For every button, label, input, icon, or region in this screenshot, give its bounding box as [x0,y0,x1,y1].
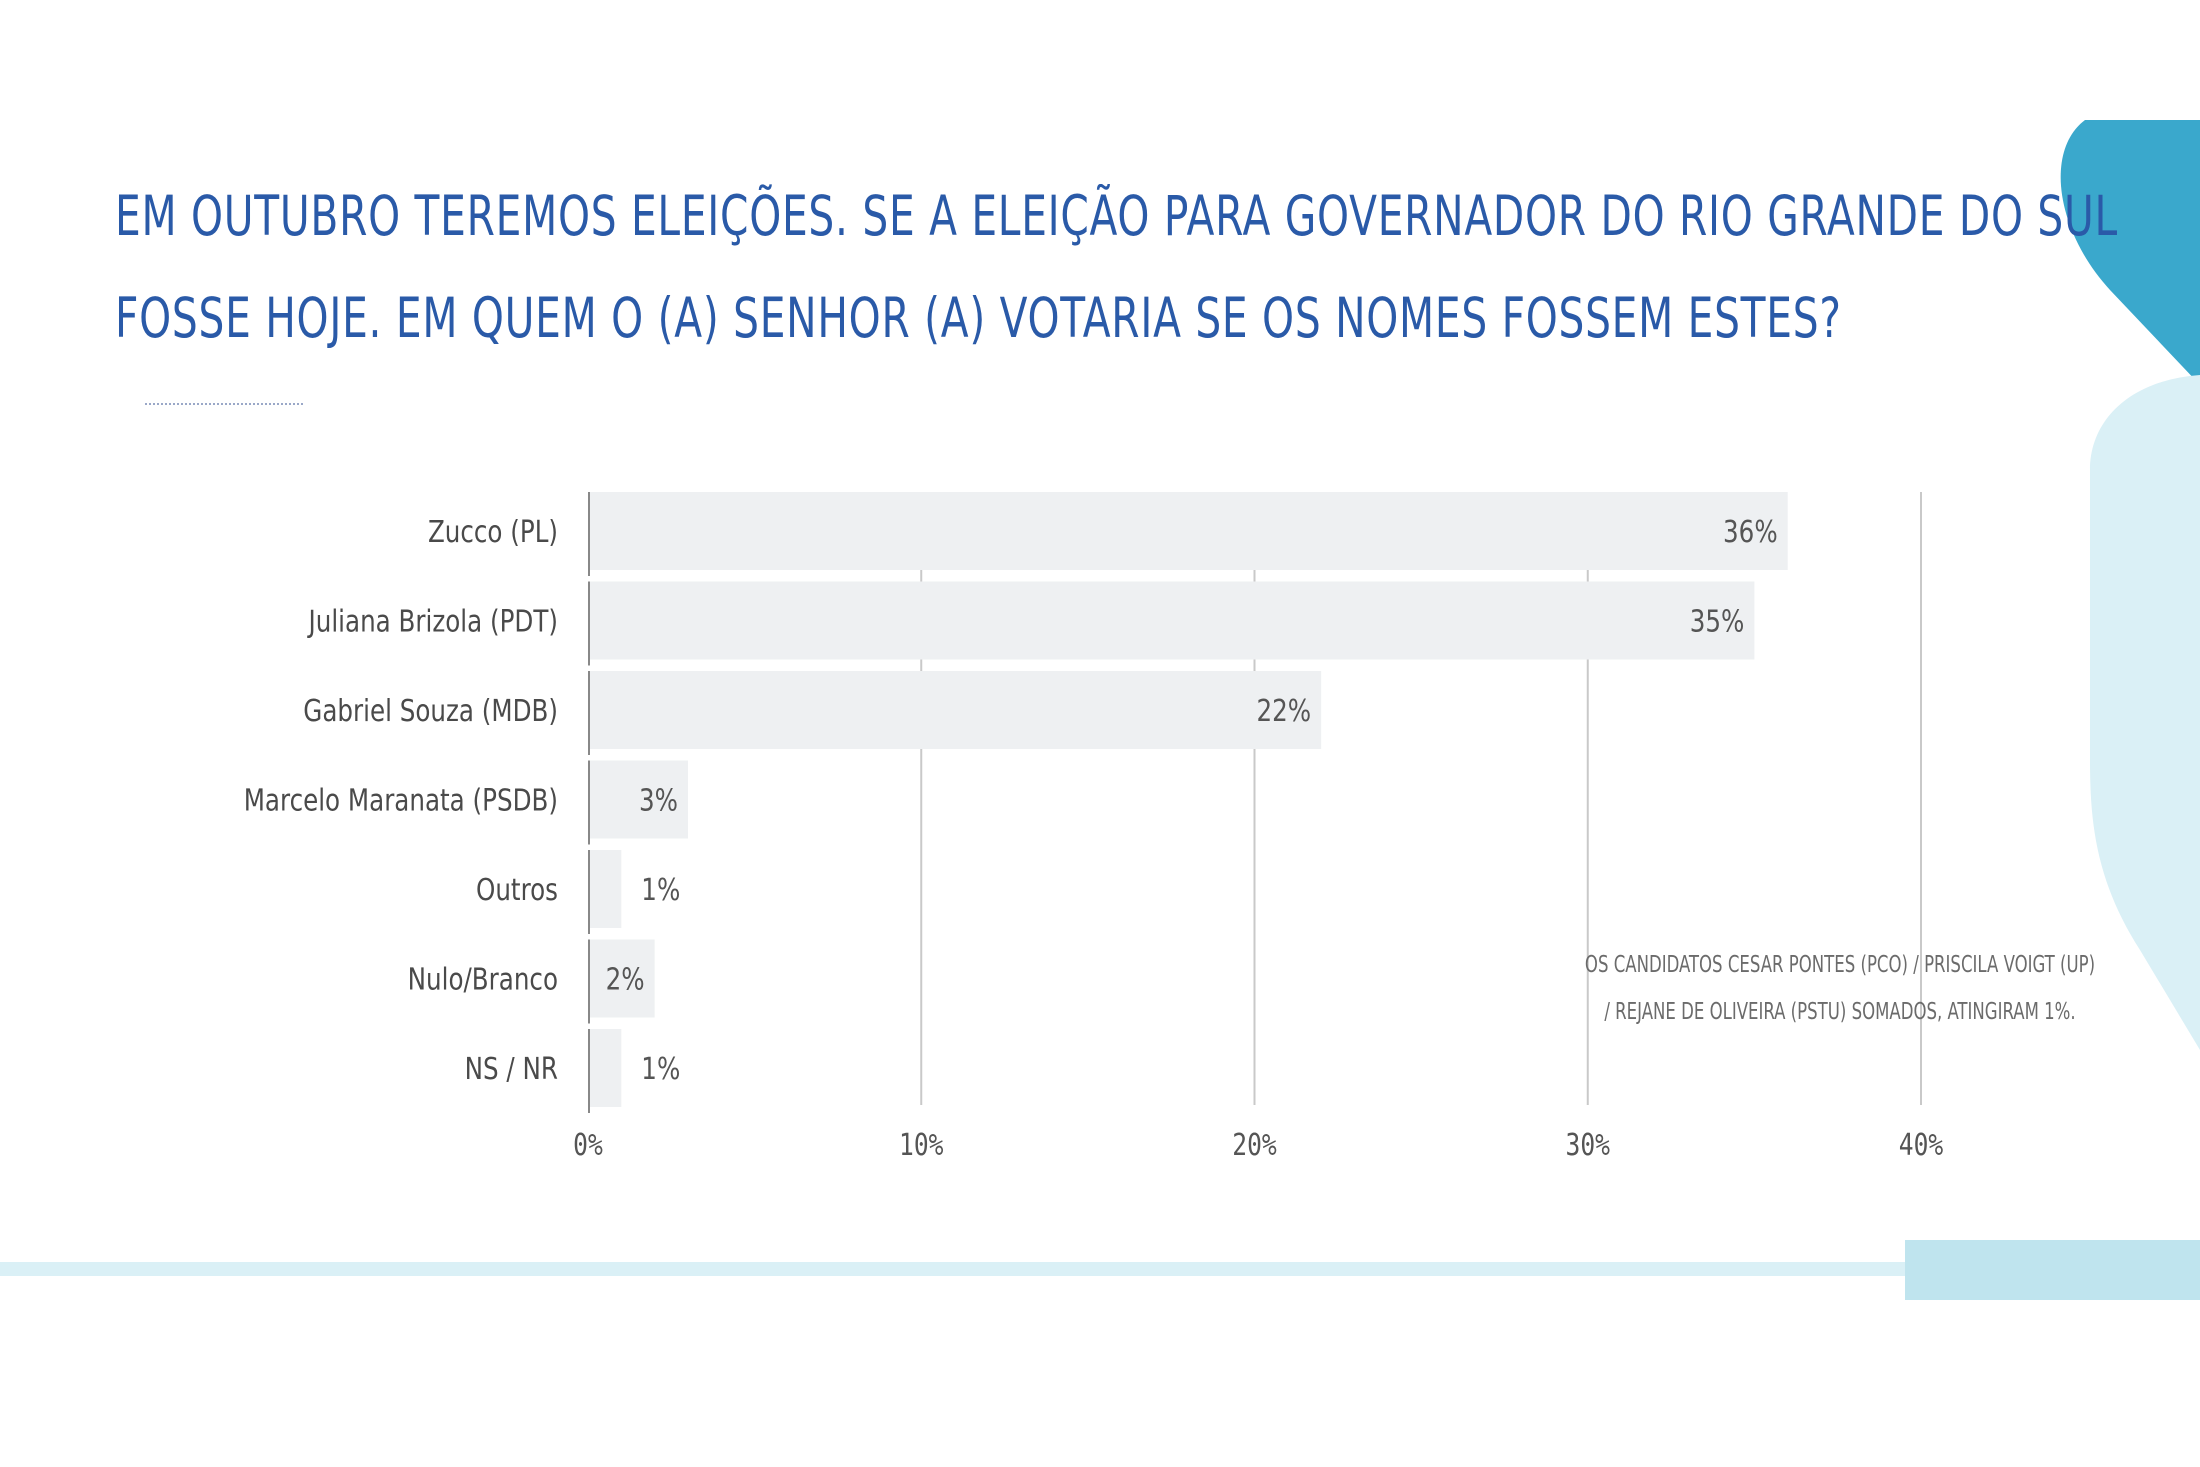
bar [588,850,622,928]
chart-footnote: OS CANDIDATOS CESAR PONTES (PCO) / PRISC… [1584,952,2096,1025]
value-label: 36% [1723,516,1778,550]
value-label: 22% [1256,695,1311,729]
x-tick-label: 0% [573,1129,603,1163]
value-label: 3% [639,784,678,818]
x-tick-label: 30% [1566,1129,1611,1163]
category-label: Nulo/Branco [408,963,558,997]
footer-line [0,1262,2090,1276]
decor-shape-dark [2060,120,2200,385]
category-label: Juliana Brizola (PDT) [307,605,558,639]
bar [588,671,1322,749]
bar [588,492,1788,570]
x-tick-label: 20% [1232,1129,1277,1163]
x-tick-label: 40% [1899,1129,1944,1163]
value-label: 35% [1690,605,1745,639]
value-label: 1% [641,874,680,908]
title-underline [145,403,303,405]
category-label: Outros [476,874,558,908]
category-label: Marcelo Maranata (PSDB) [244,784,558,818]
footer-band [1905,1240,2200,1300]
bar [588,581,1755,660]
bar [588,1029,622,1107]
category-label: NS / NR [465,1053,558,1087]
decor-shape-light [2090,375,2200,1050]
category-label: Gabriel Souza (MDB) [303,695,558,729]
value-label: 1% [641,1053,680,1087]
bar [588,939,655,1018]
x-tick-label: 10% [899,1129,944,1163]
bar [588,760,688,839]
value-label: 2% [606,963,645,997]
category-label: Zucco (PL) [428,516,558,550]
